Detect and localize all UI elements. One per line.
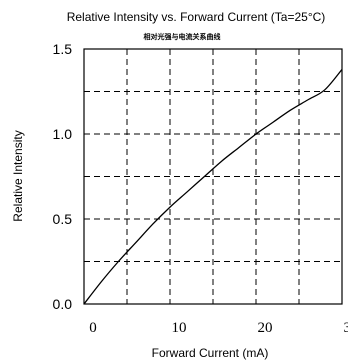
chart-title: Relative Intensity vs. Forward Current (…	[67, 10, 326, 24]
y-tick-label: 1.0	[53, 126, 73, 142]
plot-frame	[83, 48, 343, 305]
intensity-curve-line	[83, 68, 343, 305]
x-tick-labels: 0 10 20 30	[89, 320, 348, 336]
series-curve	[83, 68, 343, 305]
y-tick-label: 1.5	[53, 41, 73, 57]
chart-subtitle: 相对光强与电流关系曲线	[144, 32, 221, 41]
y-tick-labels: 0.0 0.5 1.0 1.5	[53, 41, 73, 312]
grid-lines	[84, 49, 342, 304]
x-axis-label: Forward Current (mA)	[152, 346, 269, 360]
y-axis-label: Relative Intensity	[11, 130, 25, 221]
x-tick-label: 10	[172, 320, 187, 336]
y-tick-label: 0.5	[53, 211, 73, 227]
x-tick-label: 30	[344, 320, 348, 336]
y-tick-label: 0.0	[53, 296, 73, 312]
x-tick-label: 20	[258, 320, 273, 336]
x-tick-label: 0	[89, 320, 97, 336]
